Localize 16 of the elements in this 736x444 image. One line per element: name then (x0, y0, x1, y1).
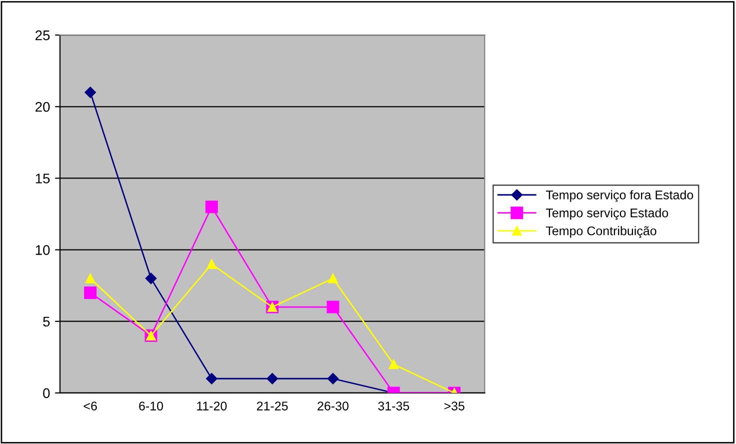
y-tick-label: 0 (43, 388, 50, 398)
x-tick-label: >35 (444, 402, 464, 410)
y-tick-label: 5 (43, 316, 50, 327)
legend-label: Tempo Contribuição (546, 226, 656, 238)
y-tick-label: 15 (36, 174, 50, 184)
x-tick-label: 6-10 (139, 402, 164, 410)
x-tick-label: 26-30 (318, 402, 348, 410)
x-tick-label: 11-20 (197, 402, 227, 410)
legend-label: Tempo serviço Estado (546, 208, 668, 220)
legend-label: Tempo serviço fora Estado (546, 190, 694, 202)
x-tick-label: 31-35 (378, 402, 410, 410)
x-tick-label: <6 (84, 402, 97, 410)
y-tick-label: 20 (36, 102, 50, 112)
y-tick-label: 25 (36, 30, 50, 40)
x-tick-label: 21-25 (256, 402, 288, 410)
y-tick-label: 10 (36, 245, 50, 255)
